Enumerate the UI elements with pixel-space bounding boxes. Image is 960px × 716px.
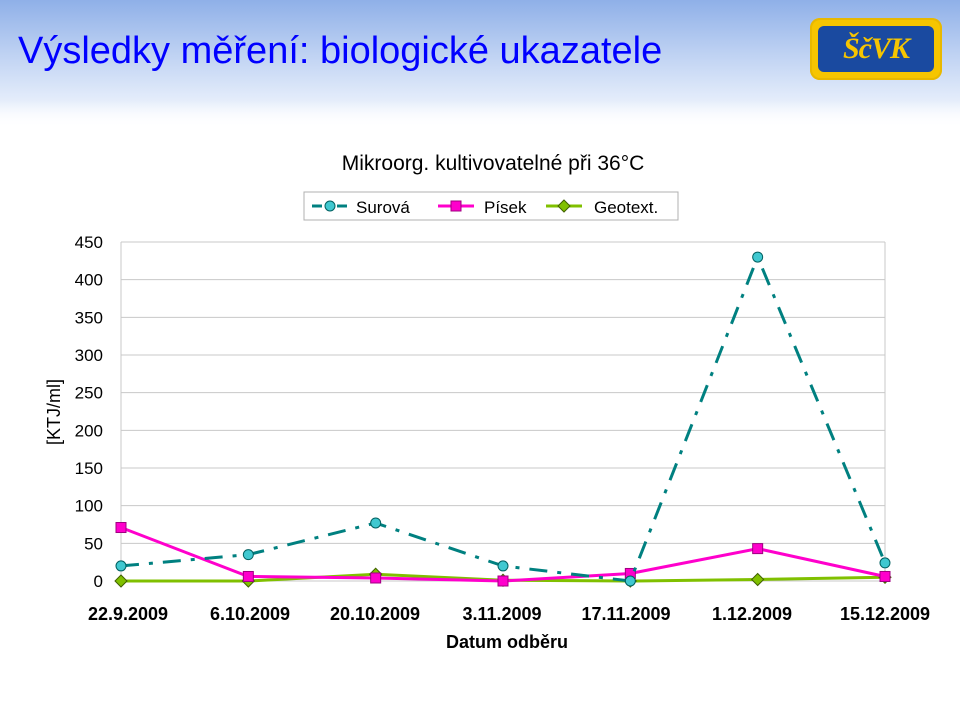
chart-series — [114, 251, 892, 588]
x-tick-label-6: 15.12.2009 — [840, 604, 930, 624]
x-tick-label-4: 17.11.2009 — [581, 604, 670, 624]
legend-marker-1 — [450, 200, 462, 212]
x-tick-label-5: 1.12.2009 — [712, 604, 792, 624]
y-tick-label-300: 300 — [75, 346, 103, 365]
x-tick-label-3: 3.11.2009 — [462, 604, 541, 624]
y-axis-ticks: 0 50 100 150 200 250 300 350 400 450 — [75, 233, 103, 591]
series-0 — [115, 251, 891, 587]
data-point-1-5 — [752, 543, 764, 555]
y-tick-label-100: 100 — [75, 497, 103, 516]
x-axis-label: Datum odběru — [446, 632, 568, 652]
data-point-0-6 — [879, 557, 891, 569]
series-1 — [115, 522, 891, 587]
logo-text: ŠčVK — [842, 32, 910, 65]
data-point-2-5 — [750, 572, 765, 587]
logo-panel: ŠčVK — [818, 26, 934, 72]
data-point-0-1 — [242, 549, 254, 561]
chart-gridlines — [120, 241, 886, 582]
data-point-0-5 — [752, 251, 764, 263]
y-tick-label-400: 400 — [75, 271, 103, 290]
data-point-0-0 — [115, 560, 127, 572]
data-point-1-0 — [115, 522, 127, 534]
chart-legend: Surová Písek Geotext. — [303, 191, 679, 221]
slide-header — [0, 0, 960, 128]
data-point-1-2 — [370, 572, 382, 584]
legend-box — [303, 191, 679, 221]
data-point-0-2 — [370, 517, 382, 529]
legend-label-2: Geotext. — [594, 198, 658, 217]
chart-title: Mikroorg. kultivovatelné při 36°C — [342, 152, 645, 175]
data-point-2-0 — [114, 574, 128, 588]
series-line-1 — [120, 526, 886, 583]
y-tick-label-200: 200 — [75, 421, 103, 440]
y-tick-label-150: 150 — [75, 459, 103, 478]
y-tick-label-0: 0 — [94, 572, 103, 591]
y-axis-label: [KTJ/ml] — [44, 379, 64, 445]
legend-marker-2 — [557, 199, 571, 213]
legend-label-1: Písek — [484, 198, 527, 217]
data-point-0-4 — [624, 575, 636, 587]
y-tick-label-350: 350 — [75, 308, 103, 327]
legend-marker-0 — [324, 200, 336, 212]
series-line-0 — [120, 253, 887, 583]
company-logo: ŠčVK — [810, 18, 942, 80]
y-tick-label-450: 450 — [75, 233, 103, 252]
data-point-1-3 — [497, 575, 509, 587]
x-tick-label-1: 6.10.2009 — [210, 604, 290, 624]
x-axis-ticks: 22.9.2009 6.10.2009 20.10.2009 3.11.2009 17.… — [88, 604, 930, 624]
y-tick-label-50: 50 — [84, 534, 103, 553]
data-point-1-6 — [879, 570, 891, 582]
data-point-1-1 — [242, 570, 254, 582]
x-tick-label-2: 20.10.2009 — [330, 604, 420, 624]
legend-label-0: Surová — [356, 198, 410, 217]
slide-title: Výsledky měření: biologické ukazatele — [18, 30, 663, 72]
y-tick-label-250: 250 — [75, 384, 103, 403]
x-tick-label-0: 22.9.2009 — [88, 604, 168, 624]
data-point-0-3 — [497, 560, 509, 572]
header-shine — [0, 100, 960, 128]
